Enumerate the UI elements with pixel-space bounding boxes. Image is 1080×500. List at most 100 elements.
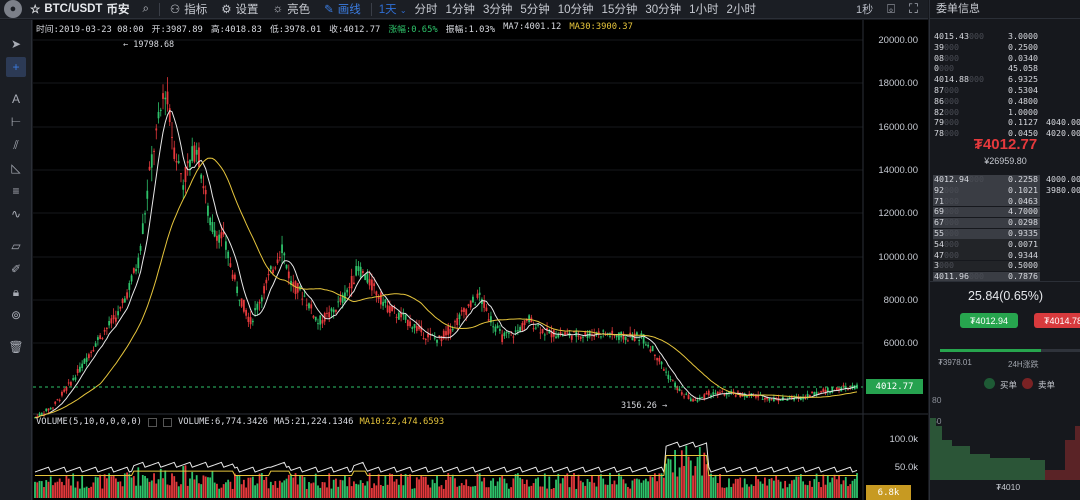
candle-body: [357, 266, 360, 271]
interval-7[interactable]: 1小时: [689, 4, 719, 16]
ask-row[interactable]: 4014.88000 6.9325: [934, 74, 1038, 85]
trash-icon[interactable]: 🗑︎: [8, 340, 24, 354]
ruler-icon[interactable]: ▱: [11, 239, 21, 253]
bid-row[interactable]: 92000 0.1021 3980.00: [934, 185, 1080, 196]
bid-row[interactable]: 54000 0.0071: [934, 239, 1038, 250]
bid-row[interactable]: 4011.96000 0.7876: [934, 271, 1038, 282]
volume-bar: [775, 475, 778, 498]
chart-canvas[interactable]: [33, 20, 928, 500]
volume-bar: [431, 479, 434, 498]
visibility-icon[interactable]: ⊚: [10, 308, 22, 322]
sell-price-button[interactable]: ₮4014.78: [1034, 313, 1080, 328]
interval-current[interactable]: 1天 ⌄: [375, 1, 411, 17]
crosshair-icon[interactable]: +: [6, 57, 26, 77]
candle-body: [764, 397, 766, 400]
price: 0: [934, 63, 939, 74]
search-button[interactable]: ⌕: [135, 3, 155, 16]
volume-bar: [460, 483, 463, 498]
interval-6[interactable]: 30分钟: [645, 4, 682, 16]
exchange-logo-icon: ●: [4, 0, 22, 18]
refresh-rate[interactable]: 1秒: [855, 4, 874, 16]
ask-row[interactable]: 78000 0.0450 4020.00: [934, 128, 1080, 139]
interval-0[interactable]: 分时: [414, 4, 438, 16]
ask-row[interactable]: 86000 0.4800: [934, 96, 1038, 107]
sell-legend-label: 卖单: [1038, 380, 1056, 390]
depth-sell-area: [1045, 426, 1080, 480]
interval-5[interactable]: 15分钟: [601, 4, 638, 16]
amount: 0.5304: [1008, 85, 1038, 95]
kline-chart[interactable]: 时间:2019-03-23 08:00 开:3987.89 高:4018.83 …: [33, 20, 928, 500]
settings-button[interactable]: ⚙ 设置: [214, 1, 265, 17]
volume-settings-icon[interactable]: [147, 417, 157, 427]
camera-icon[interactable]: ⌻: [887, 1, 895, 16]
text-tool-icon[interactable]: A: [11, 92, 20, 106]
candle-body: [737, 391, 739, 393]
fibonacci-icon[interactable]: ≡: [12, 184, 20, 198]
volume-close-icon[interactable]: [162, 417, 172, 427]
interval-8[interactable]: 2小时: [726, 4, 756, 16]
volume-bar: [436, 475, 438, 498]
parallel-channel-icon[interactable]: ⫽: [13, 137, 19, 152]
volume-bar: [577, 474, 580, 498]
symbol-selector[interactable]: ☆ BTC/USDT 币安: [30, 1, 135, 17]
volume-bar: [721, 487, 724, 498]
candle-body: [822, 388, 825, 393]
bid-row[interactable]: 71000 0.0463: [934, 196, 1038, 207]
bid-row[interactable]: 4012.94000 0.2258 4000.00: [934, 174, 1080, 185]
ask-row[interactable]: 39000 0.2500: [934, 42, 1038, 53]
candle-body: [276, 259, 279, 264]
cursor-arrow-icon[interactable]: ➤: [10, 37, 22, 51]
candle-body: [728, 391, 730, 394]
volume-bar: [249, 477, 252, 498]
fullscreen-icon[interactable]: ⛶: [908, 1, 918, 16]
candle-body: [773, 397, 775, 402]
candle-body: [159, 109, 162, 111]
volume-bar: [332, 479, 335, 498]
ask-row[interactable]: 4015.43000 3.0000: [934, 31, 1038, 42]
indicator-button[interactable]: ⚇ 指标: [163, 1, 214, 17]
candle-body: [689, 398, 692, 402]
volume-bar: [851, 480, 854, 498]
lock-icon[interactable]: 🔒︎: [12, 284, 20, 299]
candle-body: [166, 91, 169, 105]
interval-1[interactable]: 1分钟: [445, 4, 475, 16]
volume-bar: [676, 476, 679, 498]
amount: 0.1127: [1008, 117, 1038, 128]
interval-4[interactable]: 10分钟: [557, 4, 594, 16]
bid-row[interactable]: 47000 0.9344: [934, 250, 1038, 261]
volume-bar: [294, 473, 297, 498]
interval-2[interactable]: 3分钟: [482, 4, 513, 16]
ask-row[interactable]: 0000 45.058: [934, 63, 1038, 74]
volume-bar: [438, 486, 441, 498]
ask-row[interactable]: 87000 0.5304: [934, 85, 1038, 96]
interval-3[interactable]: 5分钟: [520, 4, 550, 16]
volume-bar: [750, 484, 753, 498]
volume-bar: [366, 481, 369, 498]
volume-bar: [615, 484, 618, 498]
theme-button[interactable]: ☼ 亮色: [266, 1, 318, 17]
star-icon[interactable]: ☆: [30, 4, 41, 16]
wave-pattern-icon[interactable]: ∿: [10, 207, 22, 221]
bid-row[interactable]: 69000 4.7000: [934, 207, 1038, 217]
volume-bar: [146, 478, 149, 498]
volume-bar: [88, 487, 90, 498]
brush-icon[interactable]: ✐: [10, 262, 22, 276]
bid-row[interactable]: 3000 0.5000: [934, 261, 1038, 271]
buy-price-button[interactable]: ₮4012.94: [960, 313, 1018, 328]
candle-body: [150, 154, 153, 168]
candle-body: [386, 305, 389, 313]
candle-body: [287, 271, 290, 279]
bid-row[interactable]: 67000 0.0298: [934, 217, 1038, 228]
bid-row[interactable]: 55000 0.9335: [934, 228, 1038, 239]
volume-bar: [379, 484, 382, 498]
ask-row[interactable]: 82000 1.0000: [934, 107, 1038, 118]
ask-row[interactable]: 08000 0.0340: [934, 53, 1038, 64]
ask-row[interactable]: 79000 0.1127 4040.00: [934, 118, 1080, 128]
candle-body: [67, 382, 70, 384]
triangle-icon[interactable]: ◺: [11, 161, 21, 175]
draw-button[interactable]: ✎ 画线: [317, 1, 368, 17]
volume-bar: [409, 474, 411, 498]
volume-bar: [357, 484, 360, 498]
volume-info-bar: VOLUME(5,10,0,0,0,0) VOLUME:6,774.3426 M…: [36, 417, 444, 427]
horizontal-line-icon[interactable]: ⊢: [10, 115, 22, 129]
